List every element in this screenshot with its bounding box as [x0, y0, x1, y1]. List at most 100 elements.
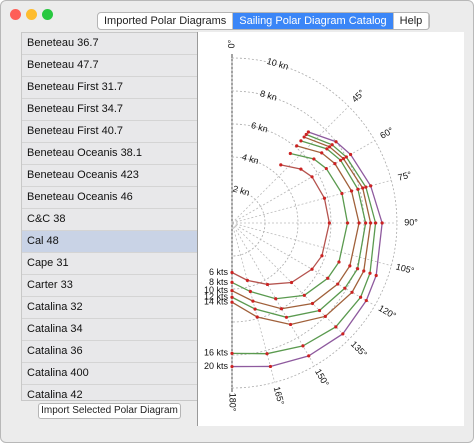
boat-list-item[interactable]: Catalina 42 [22, 385, 197, 400]
polar-point [344, 155, 348, 159]
polar-point [307, 354, 311, 358]
polar-point [230, 364, 234, 369]
polar-point [355, 267, 360, 271]
tab[interactable]: Help [394, 13, 430, 29]
polar-point [279, 163, 283, 167]
theta-tick-label: 135° [349, 339, 370, 360]
polar-point [330, 143, 334, 147]
grid-spoke [231, 222, 349, 340]
r-tick-label: 10 kn [266, 56, 290, 72]
polar-point [380, 221, 384, 225]
series-label: 16 kts [204, 348, 229, 358]
polar-point [374, 273, 378, 278]
boat-list-item[interactable]: Catalina 400 [22, 363, 197, 385]
boat-list-item[interactable]: Beneteau Oceanis 46 [22, 187, 197, 209]
theta-tick-label: 60° [378, 125, 395, 141]
polar-point [279, 307, 284, 311]
polar-point [325, 147, 329, 151]
polar-point [310, 175, 314, 179]
polar-point [334, 325, 338, 329]
grid-spoke [231, 222, 315, 367]
polar-point [299, 139, 303, 143]
grid-ring [231, 156, 299, 290]
polar-point [253, 307, 257, 311]
boat-list-item[interactable]: Cal 48 [22, 231, 197, 253]
polar-point [274, 297, 278, 301]
polar-point [230, 289, 234, 293]
polar-point [301, 344, 305, 348]
polar-point [336, 282, 340, 286]
boat-list-item[interactable]: Beneteau 36.7 [22, 33, 197, 55]
polar-point [356, 187, 360, 191]
polar-point [327, 221, 331, 225]
series-label: 20 kts [204, 361, 229, 371]
boat-list-item[interactable]: Beneteau Oceanis 423 [22, 165, 197, 187]
polar-curve [231, 145, 360, 310]
minimize-button[interactable] [26, 9, 37, 20]
polar-point [350, 290, 354, 294]
polar-point [341, 157, 346, 161]
theta-tick-label: 90° [404, 217, 418, 227]
grid-ring [231, 189, 266, 257]
series-label: 12 kts [204, 292, 229, 302]
theta-tick-label: 120° [377, 303, 398, 321]
polar-point [340, 191, 344, 196]
grid-spoke [231, 222, 392, 267]
polar-point [302, 135, 306, 139]
boat-list: Beneteau 36.7 Beneteau 47.7 Beneteau First… [21, 32, 197, 401]
polar-point [230, 280, 234, 284]
boat-list-item[interactable]: Catalina 36 [22, 341, 197, 363]
polar-point [348, 264, 352, 268]
boat-list-item[interactable]: Beneteau 47.7 [22, 55, 197, 77]
polar-point [248, 289, 252, 294]
tab[interactable]: Imported Polar Diagrams [98, 13, 234, 29]
polar-point [345, 221, 350, 225]
polar-point [288, 322, 293, 327]
close-button[interactable] [10, 9, 21, 20]
polar-point [288, 151, 292, 156]
r-tick-label: 8 kn [259, 88, 278, 102]
r-tick-label: 2 kn [232, 184, 251, 198]
polar-point [361, 186, 365, 190]
polar-point [362, 269, 366, 273]
polar-point [306, 130, 310, 134]
grid-ring [231, 123, 332, 323]
polar-point [255, 315, 259, 319]
polar-point [245, 278, 249, 282]
polar-point [364, 185, 368, 189]
polar-point [359, 295, 363, 299]
boat-list-item[interactable]: Beneteau First 31.7 [22, 77, 197, 99]
polar-point [320, 254, 324, 258]
import-button[interactable]: Import Selected Polar Diagram [38, 403, 181, 419]
grid-spoke [231, 106, 349, 224]
theta-tick-label: 0° [226, 39, 236, 48]
polar-point [304, 132, 308, 137]
grid-spoke [231, 222, 376, 306]
polar-point [230, 270, 234, 275]
theta-tick-label: 150° [313, 367, 331, 388]
boat-list-item[interactable]: Beneteau First 34.7 [22, 99, 197, 121]
polar-point [284, 315, 289, 319]
polar-point [320, 151, 324, 155]
r-tick-label: 6 kn [250, 120, 269, 134]
polar-point [349, 189, 354, 193]
polar-point [373, 221, 378, 225]
polar-point [327, 145, 332, 149]
polar-point [230, 300, 234, 304]
boat-list-item[interactable]: Beneteau Oceanis 38.1 [22, 143, 197, 165]
boat-list-item[interactable]: Catalina 34 [22, 319, 197, 341]
tab[interactable]: Sailing Polar Diagram Catalog [233, 13, 394, 29]
polar-point [357, 221, 361, 225]
zoom-button[interactable] [42, 9, 53, 20]
boat-list-item[interactable]: Catalina 32 [22, 297, 197, 319]
boat-list-item[interactable]: Beneteau First 40.7 [22, 121, 197, 143]
boat-list-item[interactable]: Carter 33 [22, 275, 197, 297]
polar-point [343, 286, 347, 290]
boat-list-item[interactable]: C&C 38 [22, 209, 197, 231]
polar-curve [231, 131, 383, 368]
r-tick-label: 4 kn [241, 152, 260, 166]
polar-point [230, 351, 234, 355]
boat-list-item[interactable]: Cape 31 [22, 253, 197, 275]
polar-point [349, 152, 353, 157]
